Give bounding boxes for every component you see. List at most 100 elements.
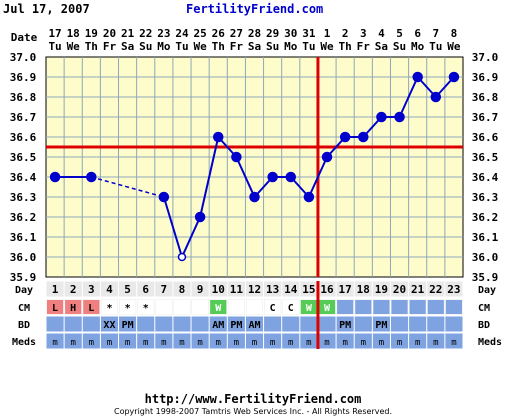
cm-cell xyxy=(246,300,263,314)
date-label: 20 xyxy=(103,27,116,40)
meds-value: m xyxy=(216,338,221,348)
temperature-point xyxy=(376,111,387,123)
cm-cell xyxy=(318,300,336,314)
weekday-label: Mo xyxy=(411,40,425,53)
meds-value: m xyxy=(342,338,347,348)
cycle-day-label: 4 xyxy=(106,283,113,296)
cycle-day-label: 22 xyxy=(429,283,442,296)
cm-cell xyxy=(155,300,172,314)
weekday-label: We xyxy=(67,40,81,53)
row-day-background xyxy=(45,280,464,298)
temperature-point xyxy=(177,252,187,262)
footer-url[interactable]: http://www.FertilityFriend.com xyxy=(144,392,362,406)
row-label-cm-right: CM xyxy=(478,303,490,314)
bd-value: PM xyxy=(339,320,351,331)
meds-value: m xyxy=(52,338,57,348)
date-label: 24 xyxy=(175,27,189,40)
date-label: 4 xyxy=(378,27,385,40)
cycle-day-label: 18 xyxy=(357,283,370,296)
temperature-point xyxy=(86,171,97,183)
bd-value: PM xyxy=(375,320,387,331)
cycle-day-label: 19 xyxy=(375,283,388,296)
date-label: 6 xyxy=(414,27,421,40)
meds-value: m xyxy=(451,338,456,348)
cm-cell xyxy=(300,300,317,314)
cycle-day-label: 23 xyxy=(447,283,460,296)
weekday-label: Tu xyxy=(429,40,442,53)
weekday-label: Su xyxy=(266,40,279,53)
bd-value: PM xyxy=(230,320,242,331)
cm-cell xyxy=(83,300,100,314)
cycle-day-label: 12 xyxy=(248,283,261,296)
row-label-meds: Meds xyxy=(12,337,36,348)
date-label: 5 xyxy=(396,27,403,40)
temperature-point xyxy=(358,131,369,143)
weekday-label: Mo xyxy=(157,40,171,53)
cm-cell xyxy=(337,300,354,314)
date-label: 31 xyxy=(302,27,316,40)
bd-value: PM xyxy=(122,320,134,331)
y-tick-label-right: 36.9 xyxy=(472,71,499,84)
date-label: 17 xyxy=(48,27,61,40)
y-tick-label-left: 35.9 xyxy=(10,271,37,284)
bd-value: XX xyxy=(103,320,115,331)
y-tick-label-right: 36.3 xyxy=(472,191,499,204)
bd-value: AM xyxy=(248,320,260,331)
meds-value: m xyxy=(125,338,130,348)
y-tick-label-left: 36.0 xyxy=(10,251,37,264)
weekday-label: Su xyxy=(393,40,406,53)
date-label: 29 xyxy=(266,27,279,40)
weekday-label: We xyxy=(320,40,334,53)
temperature-line xyxy=(398,76,419,118)
meds-value: m xyxy=(252,338,257,348)
site-link[interactable]: FertilityFriend.com xyxy=(186,2,324,16)
cm-value: C xyxy=(270,303,276,314)
y-tick-label-right: 36.1 xyxy=(472,231,499,244)
y-tick-label-left: 36.8 xyxy=(10,91,37,104)
y-tick-label-right: 36.2 xyxy=(472,211,499,224)
meds-value: m xyxy=(161,338,166,348)
cm-cell xyxy=(445,300,462,314)
date-label: 7 xyxy=(432,27,439,40)
temperature-line xyxy=(199,136,220,218)
cm-cell xyxy=(119,300,136,314)
y-tick-label-left: 36.7 xyxy=(10,111,37,124)
weekday-label: Sa xyxy=(248,40,261,53)
temperature-point xyxy=(430,91,442,103)
meds-value: m xyxy=(107,338,112,348)
weekday-label: We xyxy=(193,40,207,53)
row-label-day: Day xyxy=(15,285,33,296)
cycle-day-label: 21 xyxy=(411,283,425,296)
weekday-label: Sa xyxy=(375,40,388,53)
temperature-point xyxy=(194,211,206,223)
meds-value: m xyxy=(288,338,293,348)
cm-value: C xyxy=(288,303,294,314)
y-tick-label-right: 36.7 xyxy=(472,111,499,124)
temperature-point xyxy=(231,151,242,163)
date-row-label: Date xyxy=(11,31,38,44)
temperature-point xyxy=(448,71,460,83)
temperature-point xyxy=(267,171,278,183)
date-label: 27 xyxy=(230,27,243,40)
y-tick-label-right: 36.8 xyxy=(472,91,499,104)
cycle-day-label: 15 xyxy=(302,283,315,296)
y-tick-label-right: 36.6 xyxy=(472,131,499,144)
cm-value: L xyxy=(52,303,58,314)
cm-cell xyxy=(210,300,227,314)
date-label: 26 xyxy=(212,27,226,40)
cycle-day-label: 20 xyxy=(393,283,406,296)
meds-value: m xyxy=(270,338,275,348)
cm-cell xyxy=(173,300,191,314)
temperature-point xyxy=(49,171,61,183)
weekday-label: Mo xyxy=(284,40,298,53)
y-tick-label-left: 36.9 xyxy=(10,71,37,84)
date-label: 18 xyxy=(67,27,80,40)
y-tick-label-left: 36.3 xyxy=(10,191,37,204)
cm-cell xyxy=(355,300,372,314)
y-tick-label-left: 36.5 xyxy=(10,151,37,164)
cycle-day-label: 16 xyxy=(320,283,334,296)
date-label: 2 xyxy=(342,27,349,40)
footer-copyright: Copyright 1998-2007 Tamtris Web Services… xyxy=(113,407,393,416)
temperature-line xyxy=(235,156,256,198)
